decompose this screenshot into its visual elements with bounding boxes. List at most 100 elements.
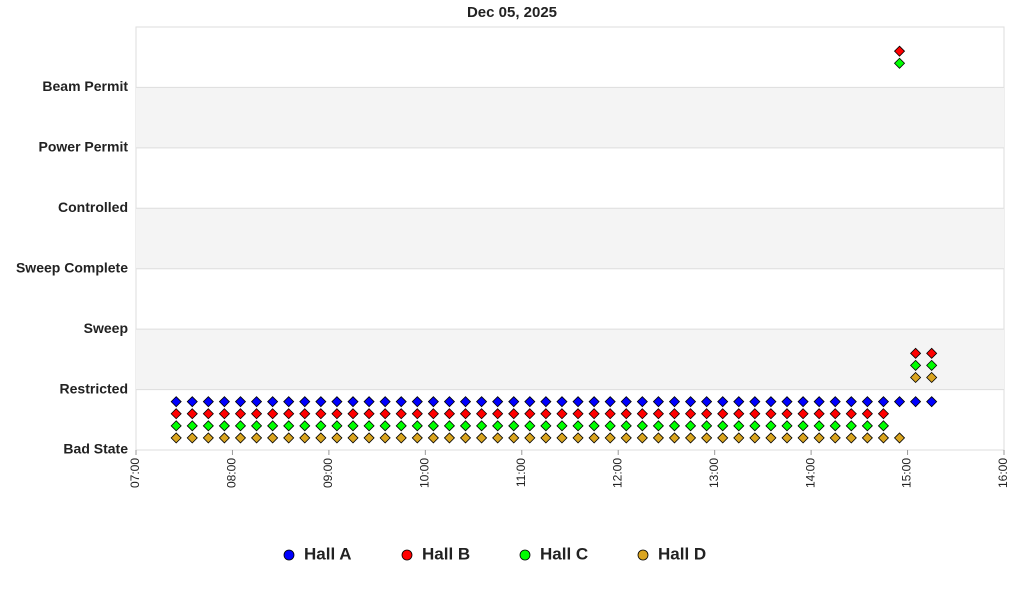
point <box>813 420 825 432</box>
point <box>395 396 407 408</box>
point <box>701 396 713 408</box>
point <box>315 396 327 408</box>
point <box>540 408 552 420</box>
point <box>267 408 279 420</box>
point <box>315 432 327 444</box>
chart-title: Dec 05, 2025 <box>467 4 557 21</box>
point <box>170 408 182 420</box>
point <box>427 432 439 444</box>
point <box>379 432 391 444</box>
point <box>299 420 311 432</box>
point <box>476 420 488 432</box>
band <box>136 329 1004 390</box>
point <box>893 45 906 57</box>
legend-label: Hall D <box>658 544 706 563</box>
point <box>395 420 407 432</box>
y-tick-label: Power Permit <box>39 139 129 155</box>
point <box>508 396 520 408</box>
point <box>331 396 343 408</box>
point <box>459 396 472 408</box>
point <box>443 396 456 408</box>
point <box>331 420 343 432</box>
point <box>540 396 552 408</box>
point <box>926 396 938 408</box>
point <box>845 420 857 432</box>
point <box>749 420 761 432</box>
legend-marker <box>519 549 531 561</box>
point <box>363 432 375 444</box>
point <box>926 347 938 359</box>
point <box>267 420 279 432</box>
point <box>283 408 295 420</box>
point <box>652 396 664 408</box>
point <box>508 420 520 432</box>
point <box>234 432 247 444</box>
point <box>347 396 359 408</box>
point <box>684 420 697 432</box>
point <box>331 408 343 420</box>
point <box>218 396 230 408</box>
legend-marker <box>283 549 295 561</box>
point <box>443 432 456 444</box>
point <box>861 420 873 432</box>
point <box>926 371 938 384</box>
point <box>379 420 391 432</box>
point <box>910 371 922 384</box>
point <box>668 432 681 444</box>
point <box>877 396 890 408</box>
point <box>588 396 600 408</box>
point <box>459 408 472 420</box>
point <box>733 420 745 432</box>
point <box>652 420 664 432</box>
point <box>684 396 697 408</box>
point <box>781 432 793 444</box>
point <box>508 408 520 420</box>
x-tick-label: 07:00 <box>128 458 142 488</box>
point <box>604 408 616 420</box>
point <box>733 432 745 444</box>
point <box>459 420 472 432</box>
point <box>829 432 841 444</box>
point <box>701 408 713 420</box>
point <box>170 420 182 432</box>
point <box>572 408 584 420</box>
point <box>845 432 857 444</box>
point <box>202 396 214 408</box>
point <box>202 420 214 432</box>
point <box>427 396 439 408</box>
point <box>427 408 439 420</box>
point <box>765 432 777 444</box>
x-tick-label: 08:00 <box>225 458 239 488</box>
point <box>797 432 809 444</box>
point <box>910 359 922 371</box>
point <box>186 420 198 432</box>
point <box>411 408 423 420</box>
point <box>234 408 247 420</box>
point <box>893 432 906 444</box>
point <box>893 57 906 69</box>
point <box>283 396 295 408</box>
y-tick-label: Beam Permit <box>42 78 128 94</box>
point <box>701 432 713 444</box>
point <box>749 408 761 420</box>
point <box>492 396 504 408</box>
point <box>411 432 423 444</box>
point <box>234 396 247 408</box>
point <box>620 432 632 444</box>
point <box>524 432 536 444</box>
point <box>797 420 809 432</box>
point <box>218 408 230 420</box>
point <box>524 420 536 432</box>
point <box>556 408 568 420</box>
point <box>717 408 729 420</box>
point <box>283 432 295 444</box>
point <box>877 420 890 432</box>
point <box>315 408 327 420</box>
point <box>524 396 536 408</box>
point <box>749 432 761 444</box>
point <box>492 432 504 444</box>
point <box>331 432 343 444</box>
point <box>395 408 407 420</box>
point <box>652 432 664 444</box>
